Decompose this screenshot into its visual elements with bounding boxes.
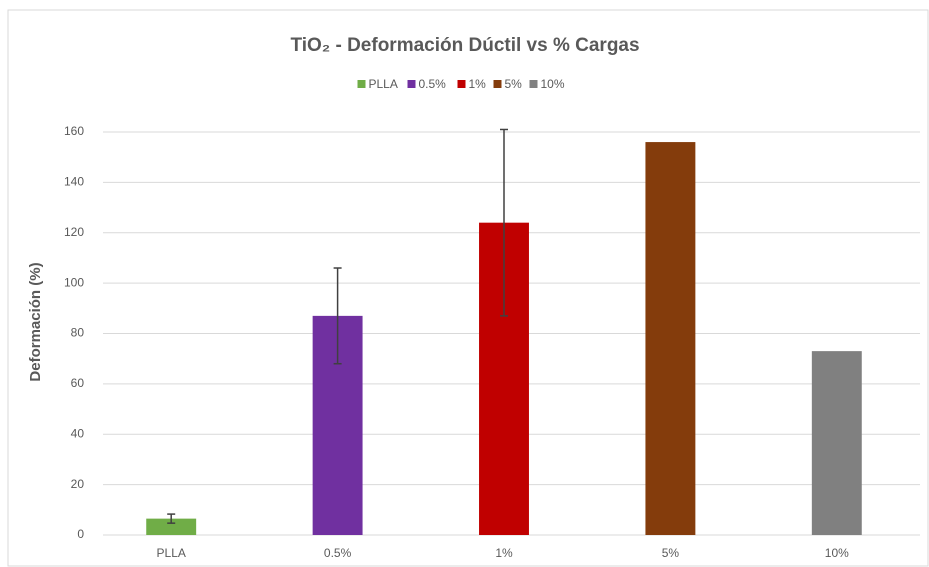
- bar: [811, 351, 862, 535]
- x-tick-label: 0.5%: [324, 546, 352, 560]
- x-tick-label: 10%: [825, 546, 849, 560]
- y-tick-label: 60: [71, 376, 85, 390]
- legend-swatch: [407, 80, 416, 88]
- legend-label: 0.5%: [419, 77, 447, 91]
- legend-label: 5%: [505, 77, 523, 91]
- y-tick-label: 80: [71, 326, 85, 340]
- chart-title: TiO₂ - Deformación Dúctil vs % Cargas: [290, 35, 639, 56]
- x-tick-label: 5%: [662, 546, 680, 560]
- y-tick-label: 20: [71, 477, 85, 491]
- legend-swatch: [357, 80, 366, 88]
- bar: [645, 142, 696, 535]
- bar: [146, 518, 197, 535]
- legend-swatch: [493, 80, 502, 88]
- legend-label: 1%: [469, 77, 487, 91]
- y-tick-label: 160: [64, 124, 84, 138]
- y-tick-label: 100: [64, 275, 84, 289]
- legend-label: PLLA: [369, 77, 398, 91]
- x-tick-label: 1%: [495, 546, 513, 560]
- y-tick-label: 0: [77, 527, 84, 541]
- y-axis-label: Deformación (%): [27, 262, 44, 381]
- legend-swatch: [529, 80, 538, 88]
- chart-border: [7, 9, 929, 567]
- x-tick-label: PLLA: [157, 546, 186, 560]
- y-tick-label: 120: [64, 225, 84, 239]
- legend-label: 10%: [541, 77, 565, 91]
- y-tick-label: 40: [71, 426, 85, 440]
- legend-swatch: [457, 80, 466, 88]
- y-tick-label: 140: [64, 175, 84, 189]
